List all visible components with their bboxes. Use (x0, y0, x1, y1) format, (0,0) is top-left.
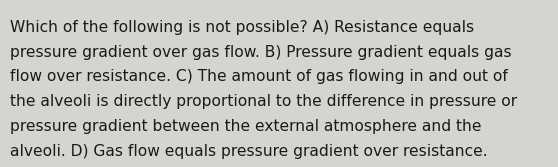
Text: Which of the following is not possible? A) Resistance equals: Which of the following is not possible? … (10, 20, 474, 35)
Text: the alveoli is directly proportional to the difference in pressure or: the alveoli is directly proportional to … (10, 94, 517, 109)
Text: pressure gradient over gas flow. B) Pressure gradient equals gas: pressure gradient over gas flow. B) Pres… (10, 45, 512, 60)
Text: flow over resistance. C) The amount of gas flowing in and out of: flow over resistance. C) The amount of g… (10, 69, 508, 85)
Text: pressure gradient between the external atmosphere and the: pressure gradient between the external a… (10, 119, 482, 134)
Text: alveoli. D) Gas flow equals pressure gradient over resistance.: alveoli. D) Gas flow equals pressure gra… (10, 144, 488, 159)
